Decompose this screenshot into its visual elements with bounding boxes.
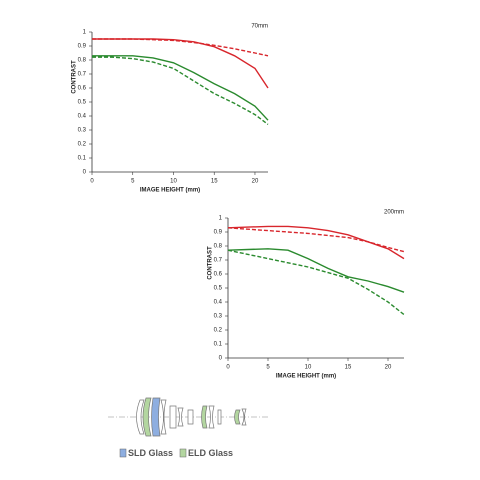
lens-element (151, 397, 161, 437)
y-tick-label: 0.2 (78, 142, 87, 148)
lens-element (201, 405, 208, 429)
x-axis-label: IMAGE HEIGHT (mm) (276, 374, 336, 380)
lens-element (169, 405, 177, 429)
glass-legend: SLD Glass ELD Glass (119, 448, 233, 458)
mtf-curve (227, 225, 405, 260)
y-tick-label: 1 (219, 216, 223, 222)
y-tick-label: 0.1 (214, 342, 223, 348)
y-tick-label: 0.8 (214, 244, 223, 250)
y-tick-label: 0.6 (214, 272, 223, 278)
x-tick-label: 10 (170, 179, 177, 185)
mtf-curve (92, 38, 269, 57)
lens-element (160, 399, 167, 435)
lens-diagram (108, 397, 268, 437)
mtf-curve (227, 248, 405, 293)
legend-swatch (119, 448, 127, 458)
y-tick-label: 0.4 (78, 114, 87, 120)
x-tick-label: 15 (345, 365, 352, 371)
legend-label: ELD Glass (188, 448, 233, 458)
y-tick-label: 0.3 (214, 314, 223, 320)
chart-title: 200mm (384, 210, 404, 216)
lens-element (208, 405, 215, 429)
x-tick-label: 5 (266, 365, 270, 371)
legend-label: SLD Glass (128, 448, 173, 458)
y-tick-label: 0 (83, 170, 87, 176)
x-tick-label: 20 (252, 179, 259, 185)
y-tick-label: 0.7 (78, 72, 87, 78)
lens-element (217, 409, 222, 425)
mtf-curve (92, 38, 269, 89)
y-tick-label: 0.1 (78, 156, 87, 162)
lens-element (187, 409, 194, 425)
y-tick-label: 0.7 (214, 258, 223, 264)
lens-element (177, 407, 184, 427)
y-tick-label: 0.5 (78, 100, 87, 106)
mtf-curve (92, 56, 269, 125)
x-tick-label: 15 (211, 179, 218, 185)
y-tick-label: 0.9 (214, 230, 223, 236)
y-axis-label: CONTRAST (208, 246, 214, 280)
x-tick-label: 20 (385, 365, 392, 371)
chart-title: 70mm (251, 24, 268, 30)
y-axis-label: CONTRAST (72, 60, 78, 94)
lens-element (142, 397, 152, 437)
y-tick-label: 0.3 (78, 128, 87, 134)
lens-element (241, 408, 247, 426)
y-tick-label: 1 (83, 30, 87, 36)
line-chart: 00.10.20.30.40.50.60.70.80.910 5 10 15 2070m… (72, 24, 269, 194)
y-tick-label: 0.8 (78, 58, 87, 64)
y-tick-label: 0 (219, 356, 223, 362)
x-tick-label: 10 (305, 365, 312, 371)
y-tick-label: 0.2 (214, 328, 223, 334)
line-chart: 00.10.20.30.40.50.60.70.80.910 5 10 15 20200… (208, 210, 405, 380)
y-tick-label: 0.9 (78, 44, 87, 50)
mtf-curve (227, 249, 405, 316)
y-tick-label: 0.4 (214, 300, 223, 306)
x-tick-label: 0 (226, 365, 230, 371)
mtf-curve (227, 227, 405, 253)
y-tick-label: 0.6 (78, 86, 87, 92)
x-tick-label: 5 (131, 179, 135, 185)
x-axis-label: IMAGE HEIGHT (mm) (140, 188, 200, 194)
x-tick-label: 0 (90, 179, 94, 185)
mtf-curve (92, 55, 269, 121)
legend-swatch (179, 448, 187, 458)
lens-element (234, 409, 241, 425)
y-tick-label: 0.5 (214, 286, 223, 292)
lens-element (136, 399, 145, 435)
